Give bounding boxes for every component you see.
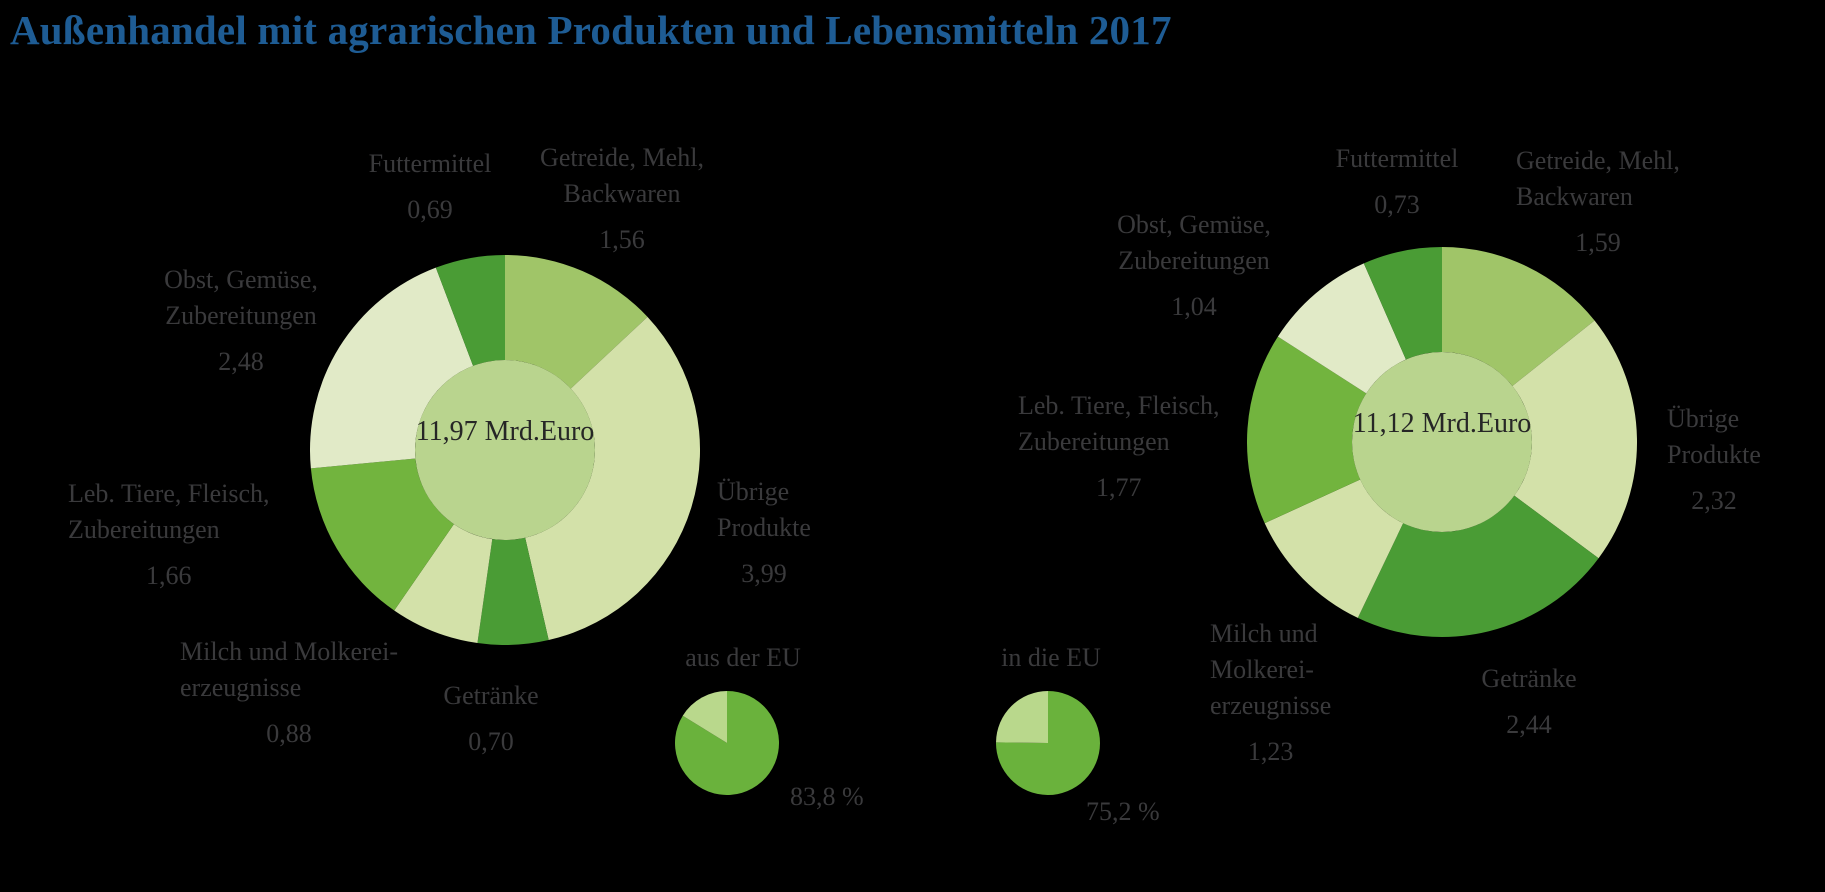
- trade_exports-segment-milch: [1264, 479, 1404, 618]
- label-line: 2,32: [1691, 486, 1737, 515]
- trade_exports-label-futtermittel: Futtermittel 0,73: [1336, 141, 1459, 223]
- label-line: Zubereitungen: [1018, 427, 1170, 456]
- label-line: erzeugnisse: [1210, 691, 1332, 720]
- label-line: 1,77: [1096, 473, 1142, 502]
- label-line: Leb. Tiere, Fleisch,: [68, 479, 270, 508]
- label-line: 0,70: [468, 727, 514, 756]
- trade_imports-segment-getreide: [505, 255, 648, 389]
- label-line: Obst, Gemüse,: [164, 265, 318, 294]
- eu_exports-title: in die EU: [1001, 641, 1101, 675]
- donut-chart-trade_exports: [1247, 247, 1637, 637]
- trade_imports-segment-milch: [394, 524, 493, 644]
- label-line: 0,88: [266, 719, 312, 748]
- trade_imports-label-getreide: Getreide, Mehl, Backwaren 1,56: [540, 140, 704, 258]
- trade_exports-segment-obst: [1277, 263, 1406, 394]
- trade_imports-label-getraenke: Getränke 0,70: [443, 678, 538, 760]
- eu_exports-slice-rest: [996, 691, 1048, 743]
- label-line: Obst, Gemüse,: [1117, 210, 1271, 239]
- label-line: erzeugnisse: [180, 673, 302, 702]
- trade_exports-segment-futtermittel: [1363, 247, 1442, 360]
- trade_imports-segment-obst: [310, 267, 474, 469]
- label-line: Milch und: [1210, 619, 1318, 648]
- label-line: 0,73: [1374, 190, 1420, 219]
- label-line: aus der EU: [685, 643, 801, 672]
- trade_exports-center-label: 11,12 Mrd.Euro: [1353, 404, 1532, 444]
- trade_exports-segment-uebrige: [1512, 320, 1637, 559]
- trade_exports-label-milch: Milch und Molkerei-erzeugnisse 1,23: [1210, 616, 1331, 770]
- label-line: Backwaren: [1516, 182, 1633, 211]
- eu_exports-slice-eu: [996, 691, 1100, 795]
- label-line: Übrige: [1667, 404, 1740, 433]
- eu_imports-title: aus der EU: [685, 641, 801, 675]
- trade_imports-label-obst: Obst, Gemüse, Zubereitungen 2,48: [164, 262, 318, 380]
- trade_exports-label-tiere: Leb. Tiere, Fleisch, Zubereitungen 1,77: [1018, 388, 1220, 506]
- label-line: Milch und Molkerei-: [180, 637, 399, 666]
- label-line: 1,66: [146, 561, 192, 590]
- label-line: Getreide, Mehl,: [540, 143, 704, 172]
- label-line: 1,23: [1247, 737, 1294, 766]
- trade_exports-label-uebrige: Übrige Produkte 2,32: [1667, 401, 1761, 519]
- trade_imports-label-tiere: Leb. Tiere, Fleisch, Zubereitungen 1,66: [68, 476, 270, 594]
- label-line: 2,48: [218, 347, 264, 376]
- label-line: Produkte: [1667, 440, 1761, 469]
- pie-chart-eu_imports: [675, 691, 779, 795]
- label-line: 0,69: [407, 195, 453, 224]
- eu_exports-value: 75,2 %: [1086, 795, 1160, 829]
- label-line: Euro: [1476, 408, 1532, 439]
- trade_exports-segment-tiere: [1247, 336, 1367, 524]
- label-line: Übrige: [717, 477, 790, 506]
- eu_imports-slice-eu: [675, 691, 779, 795]
- label-line: 83,8 %: [790, 782, 864, 811]
- label-line: 2,44: [1506, 710, 1552, 739]
- label-line: 1,56: [599, 225, 645, 254]
- trade_imports-segment-tiere: [310, 458, 454, 611]
- trade_exports-label-getreide: Getreide, Mehl, Backwaren 1,59: [1516, 143, 1680, 261]
- chart-title: Außenhandel mit agrarischen Produkten un…: [10, 7, 1172, 53]
- label-line: 1,04: [1171, 292, 1217, 321]
- trade_imports-label-uebrige: Übrige Produkte 3,99: [717, 474, 811, 592]
- trade_imports-label-futtermittel: Futtermittel 0,69: [369, 146, 492, 228]
- label-line: 1,59: [1575, 228, 1621, 257]
- label-line: Getränke: [443, 681, 539, 710]
- label-line: Euro: [539, 416, 595, 447]
- label-line: Futtermittel: [368, 149, 492, 178]
- label-line: 11,12 Mrd.: [1352, 408, 1477, 439]
- trade_exports-segment-getraenke: [1357, 495, 1599, 637]
- donut-chart-trade_imports: [310, 255, 700, 645]
- label-line: 3,99: [741, 559, 787, 588]
- eu_imports-value: 83,8 %: [790, 780, 864, 814]
- trade_exports-label-getraenke: Getränke 2,44: [1481, 661, 1576, 743]
- trade_imports-segment-futtermittel: [435, 255, 505, 366]
- trade_imports-segment-getraenke: [477, 537, 549, 645]
- trade_imports-label-milch: Milch und Molkerei-erzeugnisse 0,88: [180, 634, 398, 752]
- label-line: Leb. Tiere, Fleisch,: [1018, 391, 1220, 420]
- label-line: Getreide, Mehl,: [1516, 146, 1680, 175]
- trade_imports-segment-uebrige: [525, 316, 700, 641]
- label-line: 75,2 %: [1086, 797, 1160, 826]
- trade_exports-segment-getreide: [1442, 247, 1595, 386]
- eu_imports-slice-rest: [682, 691, 727, 743]
- pie-chart-eu_exports: [996, 691, 1100, 795]
- label-line: in die EU: [1001, 643, 1101, 672]
- label-line: Getränke: [1481, 664, 1577, 693]
- label-line: Molkerei-: [1210, 655, 1314, 684]
- trade_imports-center-label: 11,97 Mrd.Euro: [416, 412, 595, 452]
- label-line: Zubereitungen: [165, 301, 317, 330]
- label-line: Futtermittel: [1335, 144, 1459, 173]
- trade_exports-label-obst: Obst, Gemüse, Zubereitungen 1,04: [1117, 207, 1271, 325]
- label-line: Zubereitungen: [1118, 246, 1270, 275]
- label-line: Produkte: [717, 513, 811, 542]
- trade_exports-center-disc: [1352, 352, 1532, 532]
- label-line: Backwaren: [563, 179, 681, 208]
- trade_imports-center-disc: [415, 360, 595, 540]
- label-line: Zubereitungen: [68, 515, 220, 544]
- label-line: 11,97 Mrd.: [415, 416, 540, 447]
